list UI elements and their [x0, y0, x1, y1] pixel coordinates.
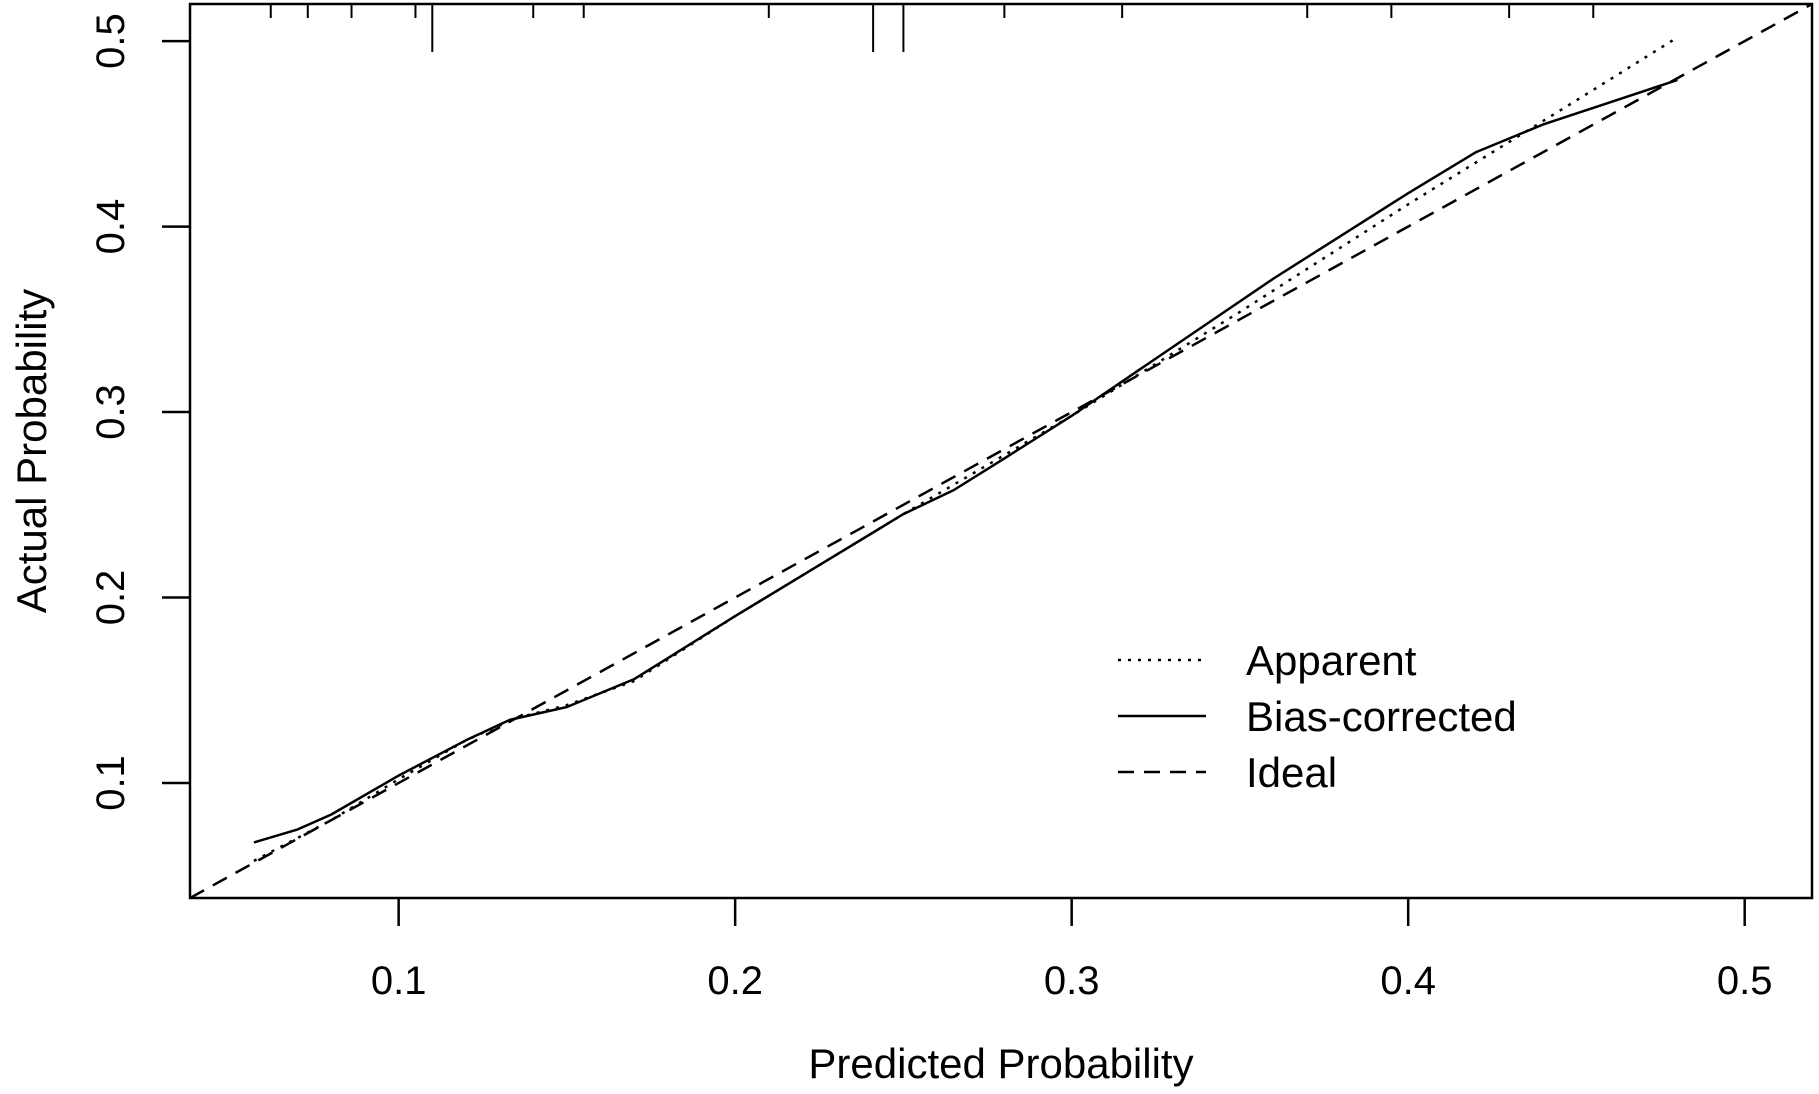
- x-axis-title: Predicted Probability: [808, 1040, 1193, 1087]
- legend-label: Bias-corrected: [1246, 693, 1517, 740]
- y-tick-label: 0.5: [89, 13, 133, 69]
- plot-border: [188, 2, 1814, 900]
- series-bias-corrected-line: [253, 78, 1678, 844]
- y-axis-title: Actual Probability: [8, 289, 55, 614]
- rug-marks: [269, 4, 1595, 52]
- y-axis: 0.1 0.2 0.3 0.4 0.5: [89, 13, 190, 811]
- x-axis: 0.1 0.2 0.3 0.4 0.5: [371, 898, 1773, 1003]
- series-ideal-line: [190, 4, 1812, 898]
- series-lines: [190, 4, 1812, 898]
- y-tick-label: 0.4: [89, 199, 133, 255]
- x-tick-label: 0.3: [1044, 959, 1100, 1003]
- plot-frame: [188, 2, 1814, 900]
- y-tick-label: 0.1: [89, 755, 133, 811]
- x-tick-label: 0.4: [1380, 959, 1436, 1003]
- x-tick-label: 0.5: [1717, 959, 1773, 1003]
- x-tick-label: 0.2: [707, 959, 763, 1003]
- y-tick-label: 0.3: [89, 384, 133, 440]
- x-tick-label: 0.1: [371, 959, 427, 1003]
- legend-label: Apparent: [1246, 637, 1417, 684]
- legend: Apparent Bias-corrected Ideal: [1118, 637, 1517, 796]
- y-tick-label: 0.2: [89, 570, 133, 626]
- legend-label: Ideal: [1246, 749, 1337, 796]
